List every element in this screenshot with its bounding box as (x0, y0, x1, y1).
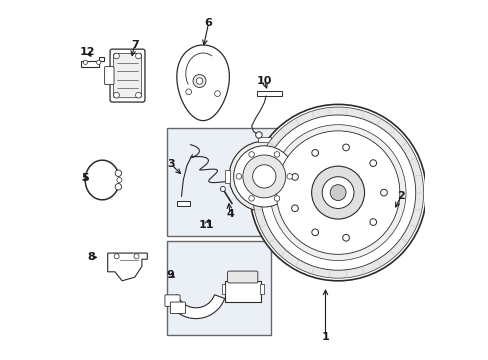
Bar (222, 284, 225, 294)
FancyBboxPatch shape (227, 271, 257, 283)
Bar (224, 170, 230, 183)
Circle shape (248, 195, 254, 201)
Circle shape (342, 234, 349, 241)
Bar (177, 201, 189, 206)
Text: 7: 7 (131, 40, 138, 50)
Circle shape (255, 132, 262, 138)
Circle shape (115, 170, 122, 176)
Circle shape (114, 254, 119, 259)
Circle shape (117, 177, 122, 183)
Bar (257, 91, 282, 96)
Text: 6: 6 (204, 18, 212, 28)
Circle shape (270, 125, 405, 261)
Text: 10: 10 (256, 76, 271, 86)
Bar (257, 137, 270, 142)
Text: 12: 12 (80, 47, 96, 57)
FancyBboxPatch shape (170, 302, 185, 314)
Circle shape (274, 195, 279, 201)
Circle shape (185, 89, 191, 95)
Bar (260, 284, 263, 294)
Bar (298, 170, 303, 183)
Bar (224, 281, 260, 302)
Circle shape (286, 174, 292, 179)
Polygon shape (167, 295, 224, 319)
Text: 11: 11 (199, 220, 214, 230)
Circle shape (342, 144, 349, 151)
Circle shape (274, 152, 279, 157)
Text: 1: 1 (321, 332, 329, 342)
Circle shape (329, 185, 346, 201)
FancyBboxPatch shape (164, 295, 180, 306)
Circle shape (248, 152, 254, 157)
Circle shape (196, 78, 203, 84)
Text: 2: 2 (396, 191, 404, 201)
Circle shape (220, 186, 225, 192)
Circle shape (311, 149, 318, 156)
Circle shape (134, 254, 139, 259)
Circle shape (243, 155, 285, 198)
Circle shape (233, 146, 294, 207)
Circle shape (276, 131, 399, 254)
Bar (257, 211, 270, 216)
Circle shape (311, 229, 318, 236)
Circle shape (369, 160, 376, 166)
FancyBboxPatch shape (113, 53, 141, 98)
Text: 9: 9 (166, 270, 174, 280)
Circle shape (135, 53, 141, 59)
Bar (167, 128, 310, 236)
Circle shape (322, 177, 353, 208)
Text: 4: 4 (225, 209, 234, 219)
Circle shape (193, 75, 205, 87)
Polygon shape (177, 45, 229, 121)
Circle shape (135, 92, 141, 98)
Polygon shape (107, 253, 147, 281)
Bar (167, 241, 271, 335)
Circle shape (96, 60, 101, 64)
FancyBboxPatch shape (104, 67, 114, 85)
Circle shape (369, 219, 376, 225)
Polygon shape (81, 57, 104, 67)
Circle shape (83, 60, 87, 64)
Circle shape (252, 165, 275, 188)
Circle shape (260, 115, 415, 270)
Circle shape (229, 141, 299, 212)
Text: 5: 5 (81, 173, 89, 183)
FancyBboxPatch shape (110, 49, 144, 102)
Text: 8: 8 (87, 252, 95, 262)
Circle shape (113, 92, 119, 98)
Circle shape (311, 166, 364, 219)
Circle shape (236, 174, 241, 179)
Circle shape (115, 184, 122, 190)
Circle shape (113, 53, 119, 59)
Bar (389, 194, 397, 202)
Circle shape (249, 104, 426, 281)
Circle shape (291, 174, 298, 180)
Text: 3: 3 (166, 159, 174, 169)
Circle shape (252, 107, 423, 278)
Circle shape (380, 189, 386, 196)
Circle shape (291, 205, 298, 212)
Circle shape (214, 91, 220, 96)
